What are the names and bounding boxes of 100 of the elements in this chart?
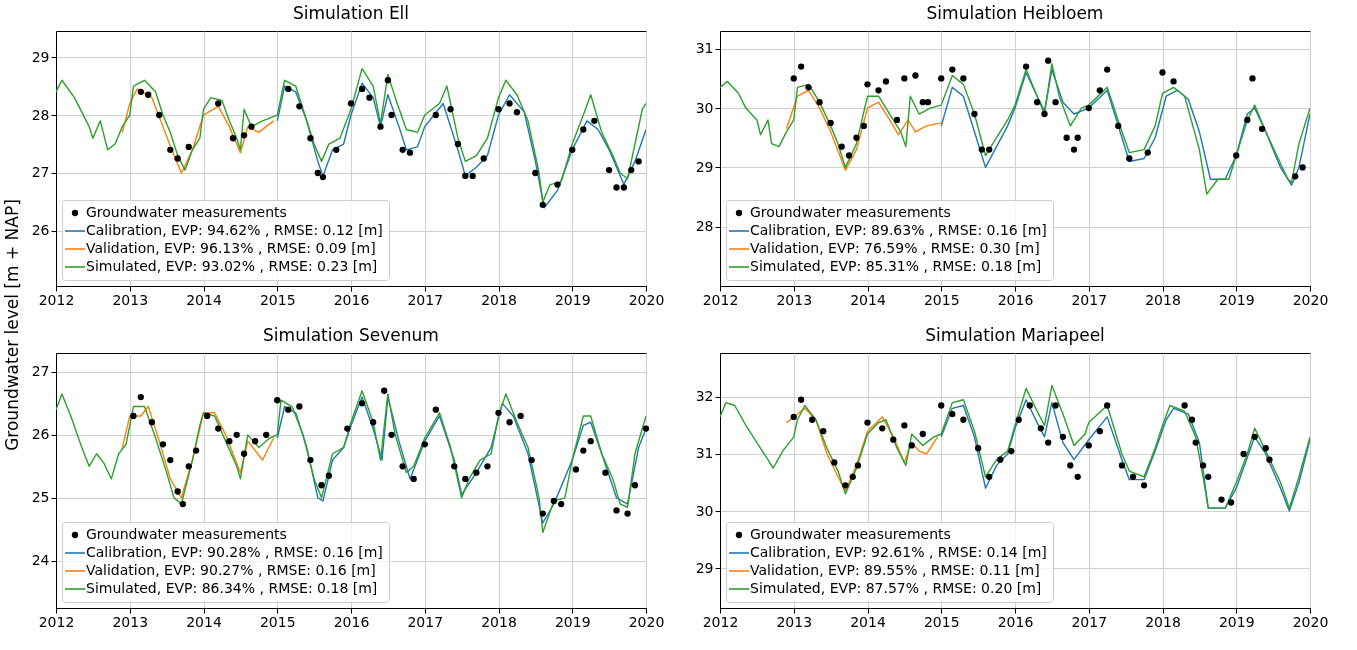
point xyxy=(1205,473,1212,480)
point xyxy=(838,143,845,150)
x-tick-label: 2017 xyxy=(407,613,444,630)
point xyxy=(318,482,325,489)
y-tick-label: 29 xyxy=(695,158,714,175)
point xyxy=(532,169,539,177)
legend-label: Calibration, EVP: 90.28% , RMSE: 0.16 [m] xyxy=(86,544,383,560)
point xyxy=(344,425,351,432)
y-tick-label: 31 xyxy=(695,40,714,57)
line-series xyxy=(720,384,1310,509)
point xyxy=(631,482,639,489)
x-tick-label: 2013 xyxy=(776,291,813,308)
x-tick-label: 2017 xyxy=(1071,613,1108,630)
point xyxy=(960,75,967,82)
point xyxy=(137,88,144,96)
point xyxy=(1192,439,1199,446)
point xyxy=(137,393,144,401)
point xyxy=(1008,447,1015,455)
point xyxy=(240,450,248,457)
point xyxy=(204,412,211,420)
point xyxy=(1262,445,1269,452)
point xyxy=(624,510,631,517)
x-tick-label: 2012 xyxy=(702,613,739,630)
point xyxy=(1037,425,1044,432)
x-tick-label: 2013 xyxy=(112,291,149,308)
line-series xyxy=(785,407,939,492)
x-tick-label: 2016 xyxy=(333,291,370,308)
point xyxy=(167,146,174,153)
point xyxy=(569,146,576,153)
point xyxy=(384,77,392,84)
legend-label: Calibration, EVP: 89.63% , RMSE: 0.16 [m] xyxy=(750,222,1047,238)
point xyxy=(451,463,458,470)
point xyxy=(1199,462,1207,469)
point xyxy=(1096,428,1103,435)
point xyxy=(421,441,428,448)
point xyxy=(602,469,609,476)
point xyxy=(473,469,480,476)
point xyxy=(307,456,314,464)
point xyxy=(986,146,993,153)
point xyxy=(1233,152,1240,159)
legend-label: Groundwater measurements xyxy=(86,526,287,542)
point xyxy=(274,397,281,404)
point xyxy=(1240,450,1247,458)
point xyxy=(1251,433,1258,441)
point xyxy=(901,422,908,429)
point xyxy=(1059,433,1067,441)
point xyxy=(296,103,303,110)
legend-label: Calibration, EVP: 94.62% , RMSE: 0.12 [m] xyxy=(86,222,383,238)
point xyxy=(314,169,321,177)
point xyxy=(1299,164,1306,171)
point xyxy=(797,396,805,403)
point xyxy=(938,402,945,409)
point xyxy=(240,132,248,139)
y-tick-label: 28 xyxy=(31,106,50,123)
x-tick-label: 2018 xyxy=(1145,291,1181,308)
point xyxy=(1033,99,1041,106)
point xyxy=(159,441,167,448)
point xyxy=(513,108,521,116)
point xyxy=(1063,134,1070,141)
point xyxy=(506,100,513,107)
x-tick-label: 2015 xyxy=(259,291,296,308)
point xyxy=(635,158,642,165)
point xyxy=(949,410,956,418)
point xyxy=(148,419,156,426)
point xyxy=(1181,402,1188,409)
y-tick-label: 26 xyxy=(31,426,50,443)
x-tick-label: 2017 xyxy=(1071,291,1108,308)
x-tick-label: 2012 xyxy=(38,291,75,308)
point xyxy=(454,140,462,148)
point xyxy=(399,146,406,153)
x-tick-label: 2014 xyxy=(850,291,886,308)
x-tick-label: 2016 xyxy=(997,613,1034,630)
point xyxy=(192,447,200,454)
line-series xyxy=(121,88,275,174)
y-tick-label: 29 xyxy=(31,48,50,65)
point xyxy=(978,146,985,153)
point xyxy=(1266,456,1273,463)
point xyxy=(974,445,982,452)
point xyxy=(831,459,838,466)
point xyxy=(1041,110,1048,118)
point xyxy=(263,431,270,439)
legend-label: Validation, EVP: 89.55% , RMSE: 0.11 [m] xyxy=(750,562,1040,578)
point xyxy=(580,447,587,454)
point xyxy=(1074,134,1081,141)
point xyxy=(1045,439,1052,446)
y-tick-label: 25 xyxy=(31,489,50,506)
point xyxy=(986,473,993,480)
point xyxy=(860,122,867,130)
point xyxy=(156,111,163,119)
point xyxy=(827,119,834,127)
point xyxy=(215,100,222,107)
point xyxy=(628,166,635,174)
point xyxy=(587,437,594,445)
x-tick-label: 2018 xyxy=(1145,613,1181,630)
point xyxy=(495,409,502,416)
point xyxy=(174,155,181,162)
point xyxy=(613,184,620,191)
point xyxy=(842,482,849,489)
point xyxy=(1115,122,1122,130)
point xyxy=(1096,87,1103,94)
